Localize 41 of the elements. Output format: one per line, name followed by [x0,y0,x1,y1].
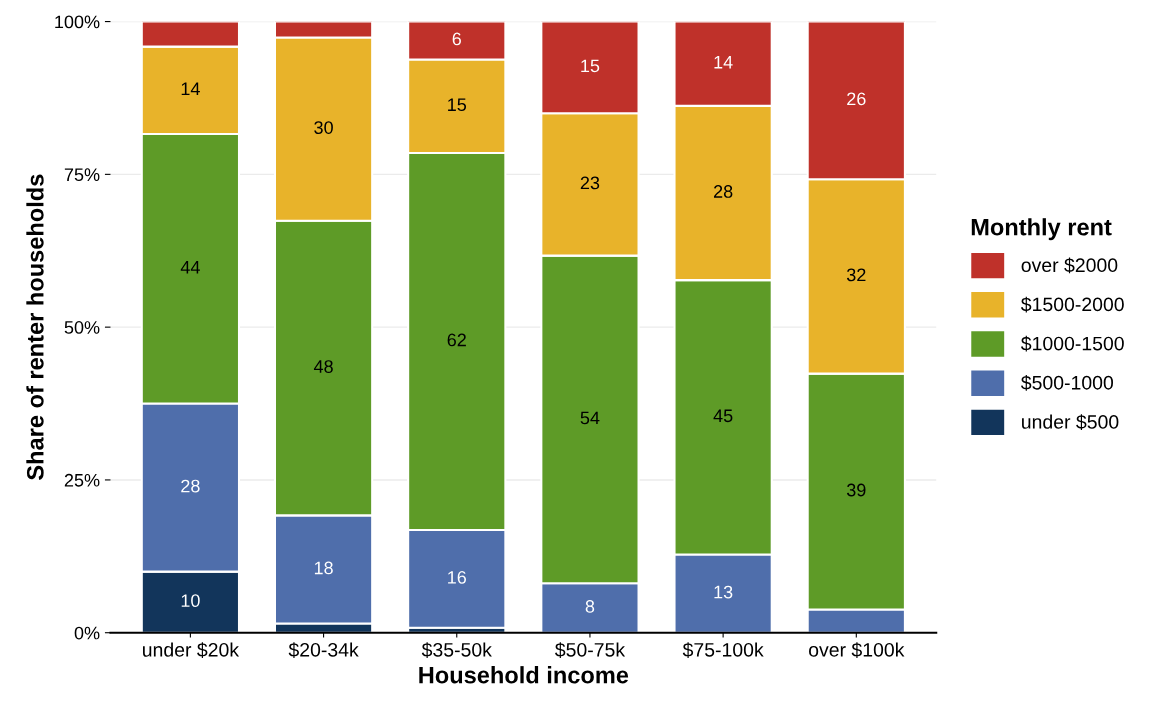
x-tick-label: $50-75k [555,642,626,658]
legend-label: $500-1000 [1020,375,1114,391]
y-tick-label: 75% [64,168,100,182]
y-axis-title: Share of renter households [26,174,44,480]
data-label: 26 [847,92,866,106]
x-tick-label: over $100k [809,642,905,658]
y-tick-label: 0% [74,626,100,640]
legend-label: under $500 [1022,414,1119,430]
data-label: 14 [714,55,733,69]
y-tick-label: 25% [64,473,100,487]
data-label: 8 [585,600,595,613]
x-tick-label: under $20k [143,642,240,658]
data-label: 13 [714,585,733,599]
data-label: 48 [313,360,333,373]
data-label: 28 [713,185,733,198]
x-tick-label: $20-34k [288,642,359,658]
data-label: 14 [181,82,200,95]
legend-title: Monthly rent [971,218,1112,241]
data-label: 28 [181,479,200,493]
x-axis-title: Household income [419,666,629,684]
data-label: 39 [846,483,866,497]
data-label: 15 [448,98,467,112]
legend-label: $1500-2000 [1020,296,1124,313]
data-label: 44 [180,261,200,274]
y-tick-label: 100% [55,15,100,29]
data-label: 18 [314,561,333,575]
data-label: 62 [447,333,466,347]
data-label: 23 [580,176,600,190]
data-label: 30 [314,121,333,134]
x-tick-label: $35-50k [421,642,492,658]
data-label: 54 [580,411,600,425]
data-label: 10 [181,594,200,608]
data-label: 15 [581,59,600,73]
x-tick-label: $75-100k [682,642,764,658]
legend-label: $1000-1500 [1020,335,1124,352]
data-label: 32 [846,268,866,282]
legend-label: over $2000 [1021,257,1118,274]
data-label: 16 [448,571,467,584]
data-label: 45 [713,409,733,423]
data-label: 6 [452,32,461,46]
y-tick-label: 50% [64,321,100,334]
